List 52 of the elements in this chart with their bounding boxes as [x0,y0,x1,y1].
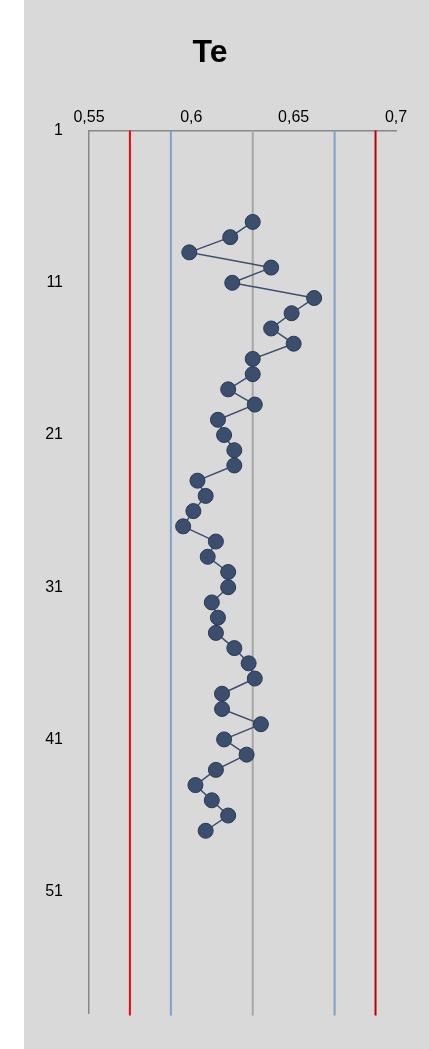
point [283,305,300,322]
y-tick-label: 31 [45,577,64,595]
point [222,229,239,246]
point [244,350,261,367]
y-tick-label: 51 [45,882,64,900]
point [207,624,224,641]
point [220,564,237,580]
point [252,716,269,733]
x-tick-label: 0,55 [73,108,105,126]
point [214,685,231,702]
point [238,746,255,763]
point [185,503,202,520]
y-tick-label: 1 [54,121,64,139]
point [207,533,224,550]
point [244,213,261,230]
point [220,381,237,398]
point [197,487,214,504]
x-tick-label: 0,6 [180,108,203,126]
point [220,807,237,824]
point [263,320,280,337]
y-tick-label: 21 [45,425,64,443]
point [226,640,243,657]
point [226,457,243,474]
point [285,335,302,352]
point [203,792,220,809]
point [203,594,220,611]
y-tick-label: 11 [46,273,64,291]
chart-title: Te [192,33,228,70]
point [263,259,280,276]
point [189,472,206,489]
point [181,244,198,261]
x-tick-label: 0,65 [278,108,310,126]
point [246,670,263,687]
point [220,579,237,596]
point [207,761,224,778]
point [187,777,204,794]
point [197,822,214,839]
x-tick-label: 0,7 [384,108,408,126]
point [244,366,261,383]
point [216,427,233,444]
point [224,274,241,291]
point [240,655,257,672]
point [306,290,323,307]
point [246,396,263,413]
point [216,731,233,748]
point [199,548,216,565]
point [209,411,226,428]
point [175,518,192,535]
point [209,609,226,626]
point [214,700,231,717]
point [226,442,243,459]
y-tick-label: 41 [45,729,64,747]
